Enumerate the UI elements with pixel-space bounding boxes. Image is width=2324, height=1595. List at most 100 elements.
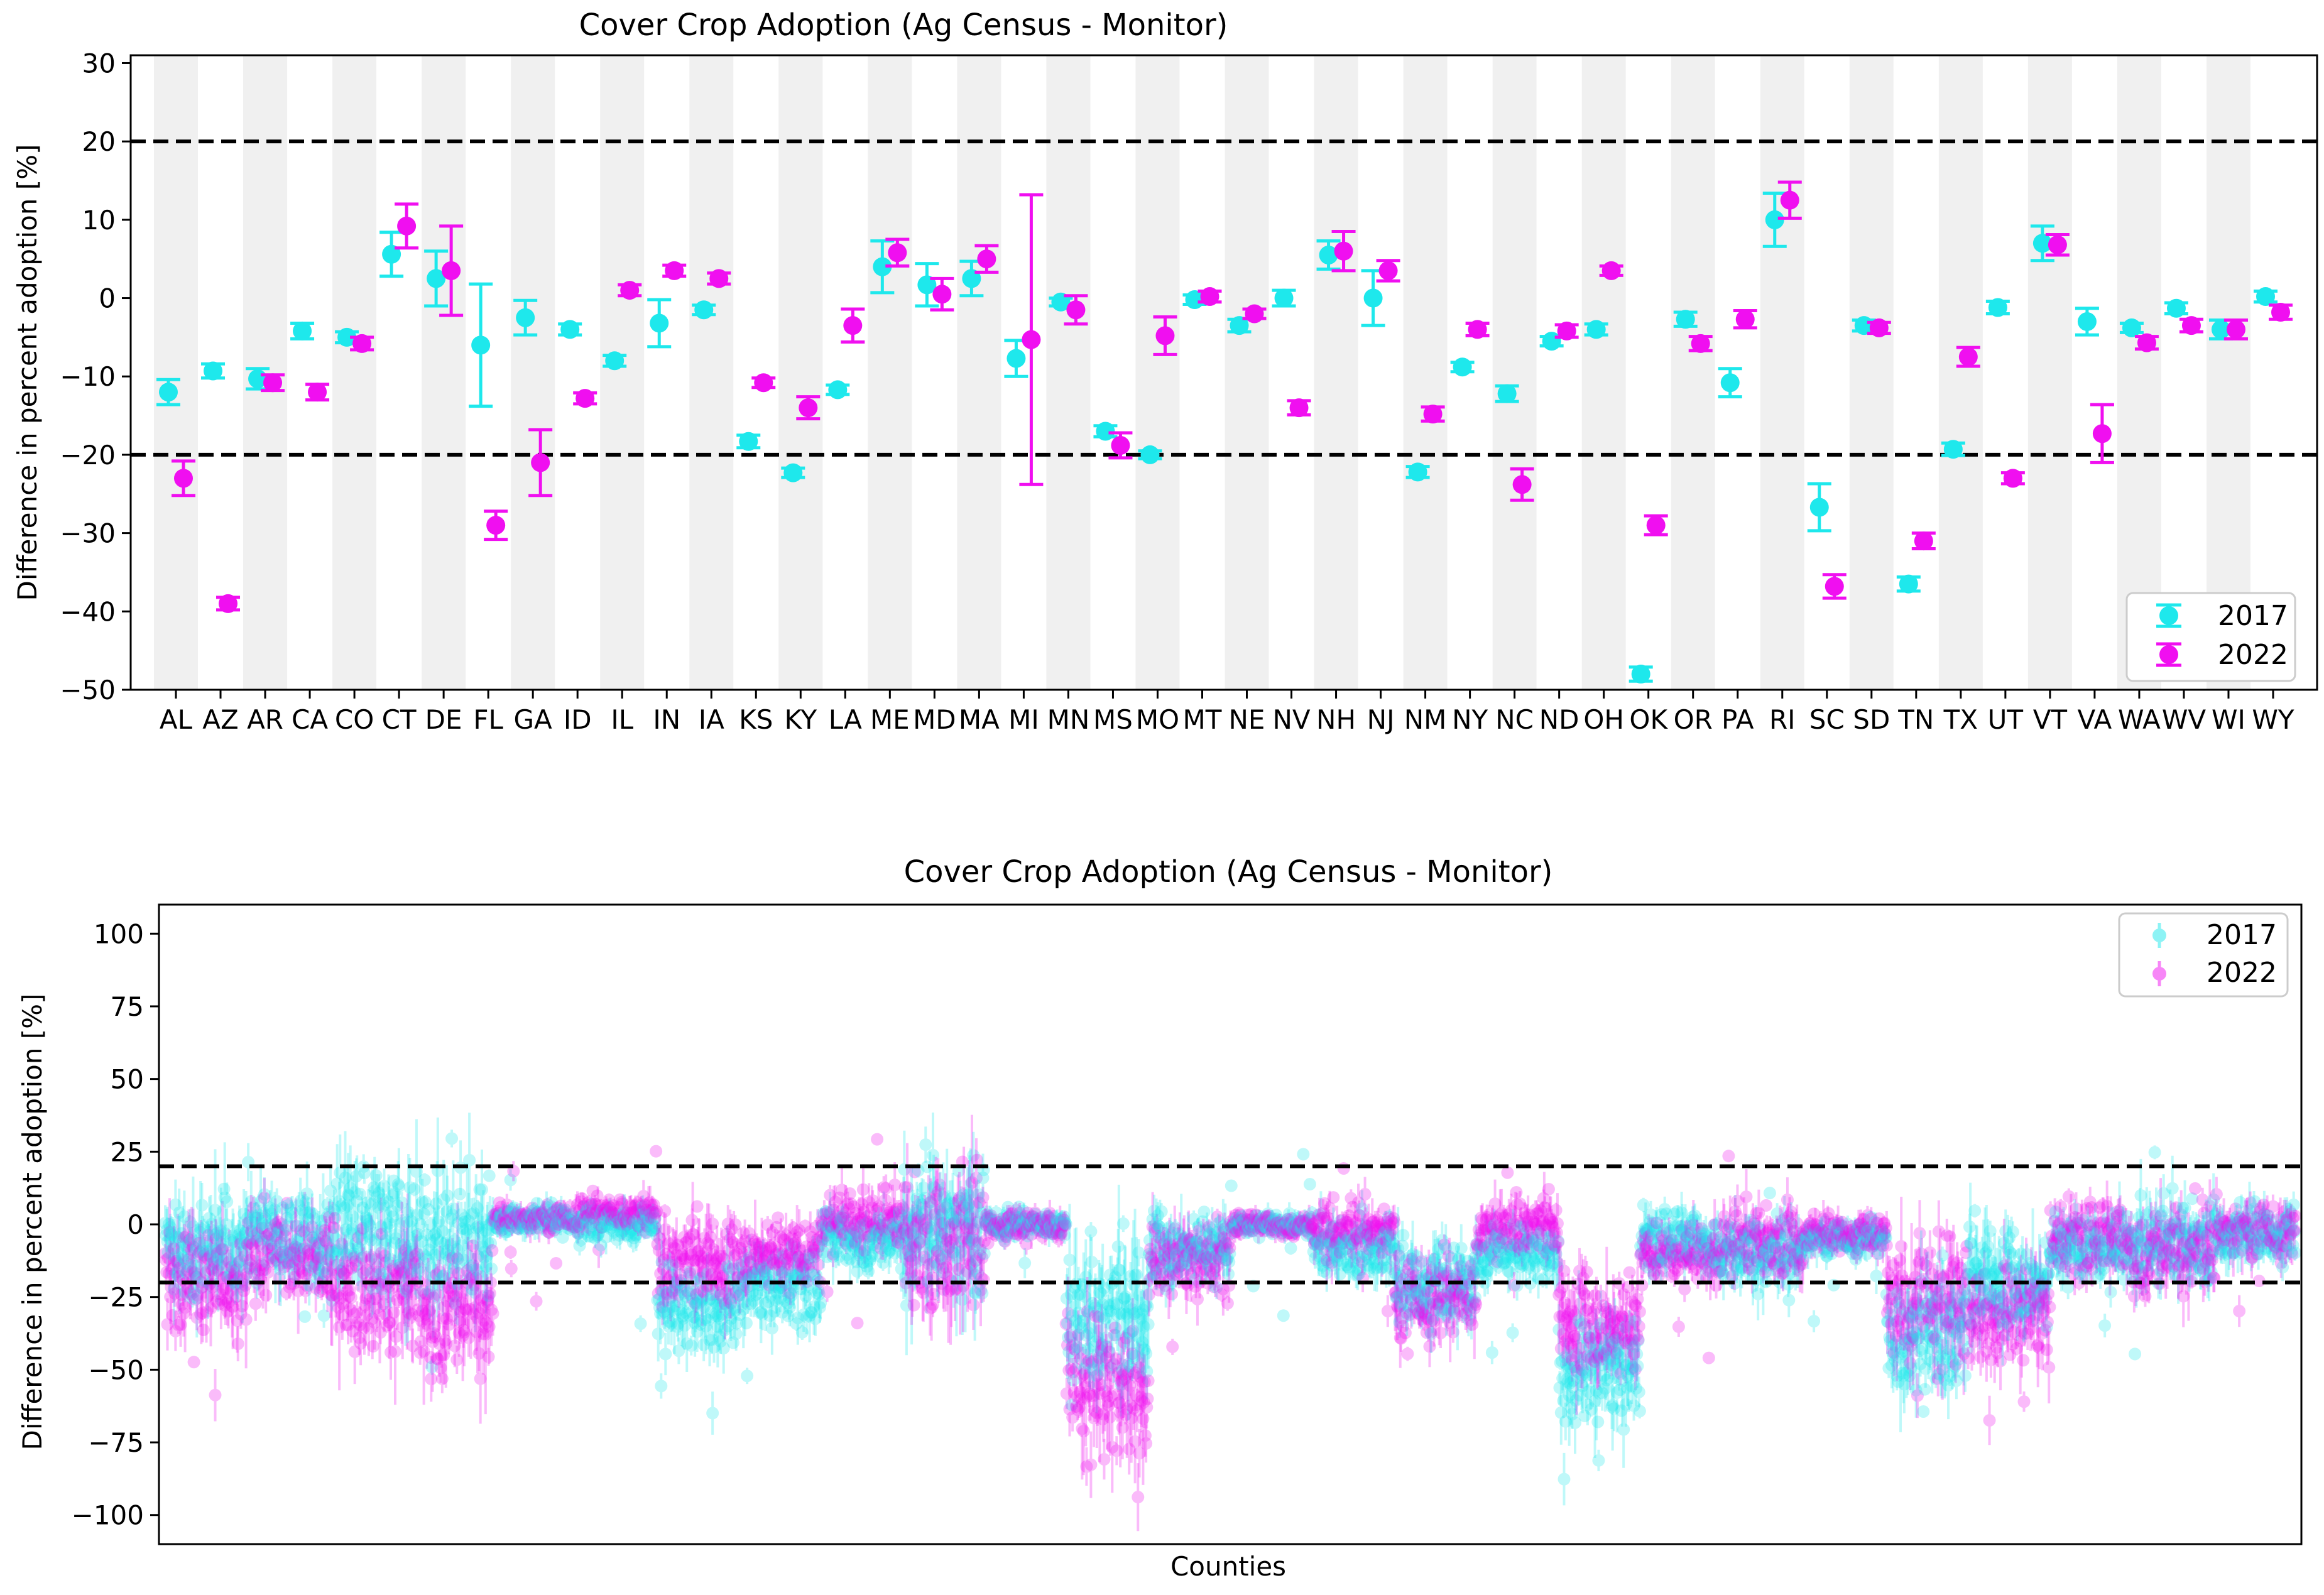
county-marker: [357, 1167, 371, 1180]
x-tick-label-OH: OH: [1583, 704, 1624, 735]
point-2022-NH: [1331, 230, 1356, 273]
marker: [1958, 347, 1978, 367]
x-tick-label-NV: NV: [1272, 704, 1310, 735]
point-2022-ME: [885, 237, 910, 268]
county-chart: Cover Crop Adoption (Ag Census - Monitor…: [17, 854, 2303, 1582]
county-point-2022: [169, 1311, 182, 1351]
county-marker: [173, 1258, 187, 1271]
band-ME: [868, 55, 912, 690]
point-2022-CO: [350, 334, 374, 353]
county-point-2017: [298, 1310, 312, 1323]
county-marker: [209, 1388, 222, 1402]
county-point-2022: [530, 1292, 543, 1311]
x-tick-label-CO: CO: [335, 704, 374, 735]
marker: [560, 320, 580, 339]
point-2022-KS: [751, 373, 776, 393]
county-marker: [550, 1256, 563, 1270]
county-point-2017: [242, 1143, 255, 1182]
point-2022-NE: [1242, 304, 1267, 324]
marker: [159, 383, 178, 402]
marker: [1334, 241, 1353, 261]
county-point-2017: [174, 1240, 187, 1267]
point-2022-IA: [707, 269, 731, 288]
county-marker: [221, 1195, 234, 1209]
point-2017-ID: [558, 320, 582, 339]
county-marker: [530, 1295, 543, 1308]
county-marker: [485, 1262, 498, 1275]
marker: [1140, 445, 1160, 464]
county-point-2022: [650, 1145, 663, 1158]
county-marker: [231, 1337, 244, 1351]
x-tick-label-LA: LA: [829, 704, 862, 735]
marker: [799, 398, 818, 418]
marker: [1914, 531, 1933, 551]
county-point-2017: [175, 1227, 188, 1240]
top-y-axis-label: Difference in percent adoption [%]: [12, 144, 43, 601]
point-2022-LA: [841, 307, 865, 344]
county-marker: [173, 1261, 187, 1275]
county-point-2022: [172, 1316, 185, 1334]
marker: [1557, 321, 1576, 340]
point-2022-IL: [618, 281, 642, 300]
county-marker: [175, 1288, 188, 1301]
band-KY: [778, 55, 823, 690]
county-point-2017: [445, 1130, 459, 1148]
x-tick-label-CA: CA: [292, 704, 328, 735]
point-2022-AL: [172, 459, 195, 498]
marker: [2048, 235, 2067, 254]
county-point-2017: [165, 1228, 178, 1241]
x-tick-label-MA: MA: [959, 704, 1000, 735]
county-marker: [170, 1266, 183, 1280]
point-2022-IN: [662, 261, 687, 280]
marker: [486, 516, 506, 535]
point-2017-NM: [1405, 462, 1430, 482]
county-point-2022: [166, 1309, 179, 1322]
county-marker: [168, 1242, 181, 1255]
point-2022-NC: [1510, 467, 1534, 502]
point-2022-PA: [1733, 308, 1757, 330]
county-marker: [159, 1247, 172, 1260]
county-marker: [486, 1244, 499, 1257]
point-2022-MT: [1197, 287, 1222, 307]
county-marker: [170, 1254, 183, 1267]
county-point-2017: [168, 1253, 181, 1326]
county-marker: [168, 1287, 182, 1300]
marker: [739, 432, 758, 451]
x-tick-label-NC: NC: [1495, 704, 1534, 735]
band-TX: [1938, 55, 1983, 690]
marker: [2166, 298, 2186, 318]
band-SD: [1849, 55, 1894, 690]
county-point-2022: [504, 1245, 517, 1260]
point-2017-DE: [424, 249, 449, 308]
x-tick-label-DE: DE: [425, 704, 462, 735]
county-point-2017: [163, 1217, 177, 1260]
county-marker: [652, 1327, 665, 1341]
marker: [263, 373, 283, 393]
marker: [605, 351, 625, 371]
alternating-bands: [154, 55, 2250, 690]
band-CO: [332, 55, 377, 690]
point-2022-OK: [1644, 514, 1668, 536]
county-point-2017: [159, 1205, 172, 1241]
county-marker: [195, 1199, 209, 1212]
x-tick-label-GA: GA: [514, 704, 553, 735]
marker: [2032, 234, 2052, 253]
x-tick-label-KS: KS: [739, 704, 773, 735]
county-point-2017: [160, 1229, 173, 1242]
point-2017-WV: [2164, 298, 2188, 318]
point-2017-WY: [2254, 287, 2278, 307]
x-tick-label-NE: NE: [1229, 704, 1265, 735]
top-plot-frame: [129, 54, 2318, 691]
x-tick-label-IN: IN: [653, 704, 680, 735]
series-2022: [172, 180, 2293, 613]
point-2017-NV: [1272, 288, 1296, 308]
county-marker: [164, 1290, 177, 1304]
county-marker: [408, 1183, 421, 1196]
marker: [1155, 326, 1175, 346]
county-marker: [249, 1297, 262, 1310]
marker: [174, 469, 193, 488]
county-marker: [169, 1198, 182, 1211]
point-2022-MS: [1108, 431, 1133, 460]
point-2017-AZ: [201, 361, 226, 381]
